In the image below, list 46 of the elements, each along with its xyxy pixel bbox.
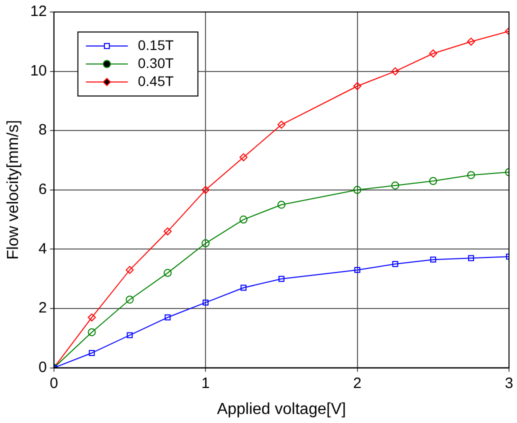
- point: [88, 328, 96, 336]
- point: [88, 313, 96, 322]
- y-tick-label: 6: [38, 181, 47, 198]
- x-tick-label: 3: [504, 374, 514, 392]
- legend-label: 0.15T: [138, 36, 174, 53]
- point: [240, 284, 246, 291]
- point: [468, 255, 474, 262]
- point: [202, 186, 210, 194]
- legend-label: 0.30T: [138, 54, 174, 71]
- point: [391, 181, 400, 190]
- point: [164, 268, 172, 277]
- point: [164, 314, 171, 320]
- y-tick-label: 2: [38, 300, 47, 317]
- x-tick-label: 1: [201, 374, 210, 392]
- point: [353, 82, 362, 90]
- point: [202, 239, 210, 248]
- x-axis-title: Applied voltage[V]: [216, 400, 346, 418]
- point: [353, 186, 362, 194]
- x-tick-label: 0: [50, 374, 58, 392]
- point: [88, 350, 95, 356]
- point: [391, 67, 400, 76]
- point: [277, 200, 286, 209]
- y-tick-label: 0: [38, 358, 47, 376]
- point: [467, 171, 476, 180]
- point: [354, 266, 360, 273]
- y-axis-title: Flow velocity[mm/s]: [5, 120, 22, 260]
- point: [126, 332, 133, 338]
- point: [278, 276, 284, 282]
- point: [202, 300, 209, 306]
- y-tick-label: 8: [38, 122, 47, 139]
- point: [126, 266, 134, 274]
- y-tick-label: 12: [30, 3, 47, 20]
- point: [429, 177, 438, 186]
- point: [430, 256, 436, 263]
- y-tick-label: 10: [30, 62, 47, 80]
- legend-label: 0.45T: [138, 72, 174, 89]
- point: [429, 50, 438, 58]
- point: [240, 216, 248, 224]
- point: [392, 261, 398, 267]
- x-tick-label: 2: [353, 374, 362, 392]
- point: [164, 227, 172, 236]
- point: [277, 120, 286, 129]
- point: [126, 296, 134, 304]
- y-tick-label: 4: [38, 240, 47, 258]
- point: [240, 153, 248, 162]
- point: [467, 38, 476, 46]
